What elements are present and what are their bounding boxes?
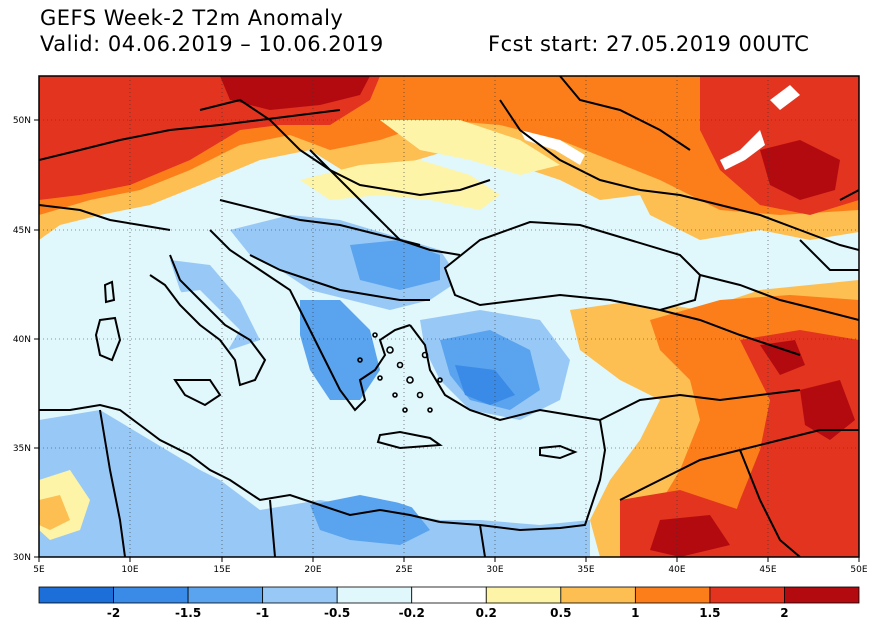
colorbar-swatch <box>336 586 413 604</box>
coastlines <box>39 76 859 557</box>
sea-of-azov <box>600 195 650 225</box>
lon-label: 5E <box>33 565 45 575</box>
lon-label: 20E <box>304 565 321 575</box>
black-sea <box>445 222 700 310</box>
weak-warm-band <box>300 160 500 210</box>
lat-label: 30N <box>13 553 31 563</box>
hot-core-turkey-east <box>760 340 805 375</box>
lat-label: 45N <box>13 226 31 236</box>
lat-labels: 30N 35N 40N 45N 50N <box>13 116 31 563</box>
colorbar-label: -0.5 <box>324 606 350 620</box>
weak-warm-ukraine <box>380 120 560 175</box>
colorbar-swatch <box>634 586 711 604</box>
colorbar-label: -1.5 <box>175 606 201 620</box>
lon-label: 30E <box>486 565 503 575</box>
lon-label: 10E <box>121 565 138 575</box>
warm-spot-africa <box>39 495 70 530</box>
colorbar-label: 1.5 <box>699 606 720 620</box>
mediterranean-sea <box>39 395 605 525</box>
lon-label: 15E <box>213 565 230 575</box>
colorbar-label: -2 <box>107 606 120 620</box>
colorbar: -2 -1.5 -1 -0.5 -0.2 0.2 0.5 1 1.5 2 <box>38 586 860 620</box>
axis-ticks <box>34 119 860 562</box>
hot-core-russia <box>760 140 840 200</box>
hot-core-arabia <box>650 515 730 557</box>
lon-label: 35E <box>577 565 594 575</box>
colorbar-swatch <box>709 586 785 604</box>
cold-zone-bulgaria <box>350 240 440 290</box>
reservoir-ukraine <box>520 130 585 165</box>
valid-period: Valid: 04.06.2019 – 10.06.2019 <box>40 32 384 56</box>
colorbar-label: -1 <box>256 606 269 620</box>
map-frame <box>38 75 860 558</box>
lon-label: 50E <box>850 565 867 575</box>
hot-core-europe <box>220 76 370 110</box>
colorbar-swatch <box>560 586 636 604</box>
colorbar-swatch <box>411 586 487 604</box>
colorbar-label: 1 <box>631 606 639 620</box>
map-title: GEFS Week-2 T2m Anomaly <box>40 6 344 30</box>
lon-label: 25E <box>395 565 412 575</box>
colorbar-swatch <box>262 586 338 604</box>
cold-zone-north-africa <box>39 400 590 557</box>
lon-labels: 5E 10E 15E 20E 25E 30E 35E 40E 45E 50E <box>33 565 868 575</box>
colorbar-swatch <box>113 586 189 604</box>
lon-label: 45E <box>759 565 776 575</box>
map-field <box>39 76 859 557</box>
cold-core-turkey <box>455 365 515 405</box>
volga-reservoir <box>770 85 800 110</box>
tyrrhenian-sea <box>120 290 240 385</box>
colorbar-swatch <box>784 586 860 604</box>
lat-label: 35N <box>13 444 31 454</box>
hot-core-iran <box>800 380 855 440</box>
colorbar-swatch <box>485 586 562 604</box>
colorbar-swatch <box>38 586 114 604</box>
lat-label: 40N <box>13 335 31 345</box>
colorbar-label: 0.2 <box>476 606 497 620</box>
colorbar-label: -0.2 <box>399 606 425 620</box>
volga-river <box>720 130 765 170</box>
forecast-start: Fcst start: 27.05.2019 00UTC <box>488 32 810 56</box>
cold-core-libya <box>310 495 430 545</box>
gridlines <box>39 76 859 557</box>
cold-zone-greece <box>300 300 380 400</box>
aegean-islands <box>357 332 443 413</box>
lat-label: 50N <box>13 116 31 126</box>
colorbar-label: 0.5 <box>550 606 571 620</box>
colorbar-label: 2 <box>780 606 788 620</box>
colorbar-swatch <box>187 586 264 604</box>
lon-label: 40E <box>668 565 685 575</box>
